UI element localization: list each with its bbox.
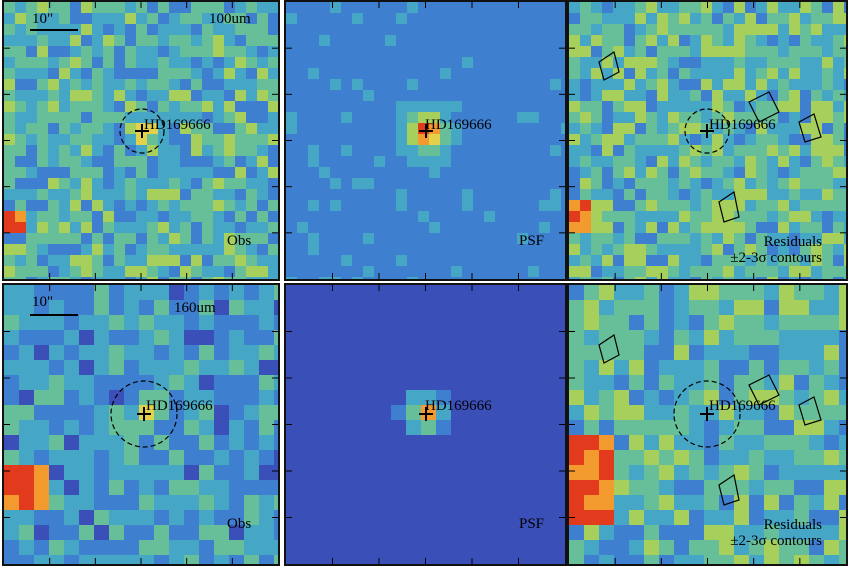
panel-residuals-100um: HD169666 Residuals ±2-3σ contours [567,0,848,281]
target-marker [419,407,433,421]
panel-residuals-160um: HD169666 Residuals ±2-3σ contours [567,283,848,566]
target-label: HD169666 [425,117,492,133]
obs-160um-image [4,285,278,564]
obs-label: Obs [227,516,252,532]
aperture-circle [119,108,165,154]
panel-obs-100um: 10" 100um HD169666 Obs [2,0,280,281]
aperture-circle [110,380,178,448]
target-label: HD169666 [709,398,776,414]
target-marker [137,407,151,421]
target-label: HD169666 [146,398,213,414]
aperture-circle [673,380,741,448]
obs-label: Obs [227,233,252,249]
scalebar [30,29,78,31]
target-marker [419,124,433,138]
aperture-circle [684,108,730,154]
axis-ticks [286,285,565,564]
axis-ticks [569,2,846,279]
residual-contours [598,334,822,506]
panel-psf-100um: HD169666 PSF [284,0,567,281]
pixel-grid [569,285,846,564]
target-label: HD169666 [144,117,211,133]
axis-ticks [4,285,278,564]
scalebar-label: 10" [32,294,54,310]
residual-contours [598,51,822,223]
axis-ticks [569,285,846,564]
psf-160um-image [286,285,565,564]
band-label: 160um [174,300,216,316]
scalebar [30,314,78,316]
panel-obs-160um: 10" 160um HD169666 Obs [2,283,280,566]
band-label: 100um [209,11,251,27]
residuals-100um-image [569,2,846,279]
psf-100um-image [286,2,565,279]
panel-psf-160um: HD169666 PSF [284,283,567,566]
target-marker [135,124,149,138]
pixel-grid [4,2,278,279]
scalebar-label: 10" [32,11,54,27]
pixel-grid [569,2,846,279]
psf-label: PSF [519,516,545,532]
residuals-160um-image [569,285,846,564]
axis-ticks [4,2,278,279]
pixel-grid [286,2,565,279]
psf-label: PSF [519,233,545,249]
target-label: HD169666 [709,117,776,133]
pixel-grid [286,285,565,564]
obs-100um-image [4,2,278,279]
contours-label: ±2-3σ contours [730,250,822,266]
target-marker [700,124,714,138]
axis-ticks [286,2,565,279]
residuals-label: Residuals [763,517,822,533]
residuals-label: Residuals [763,234,822,250]
target-label: HD169666 [425,398,492,414]
contours-label: ±2-3σ contours [730,533,822,549]
target-marker [700,407,714,421]
pixel-grid [4,285,278,564]
